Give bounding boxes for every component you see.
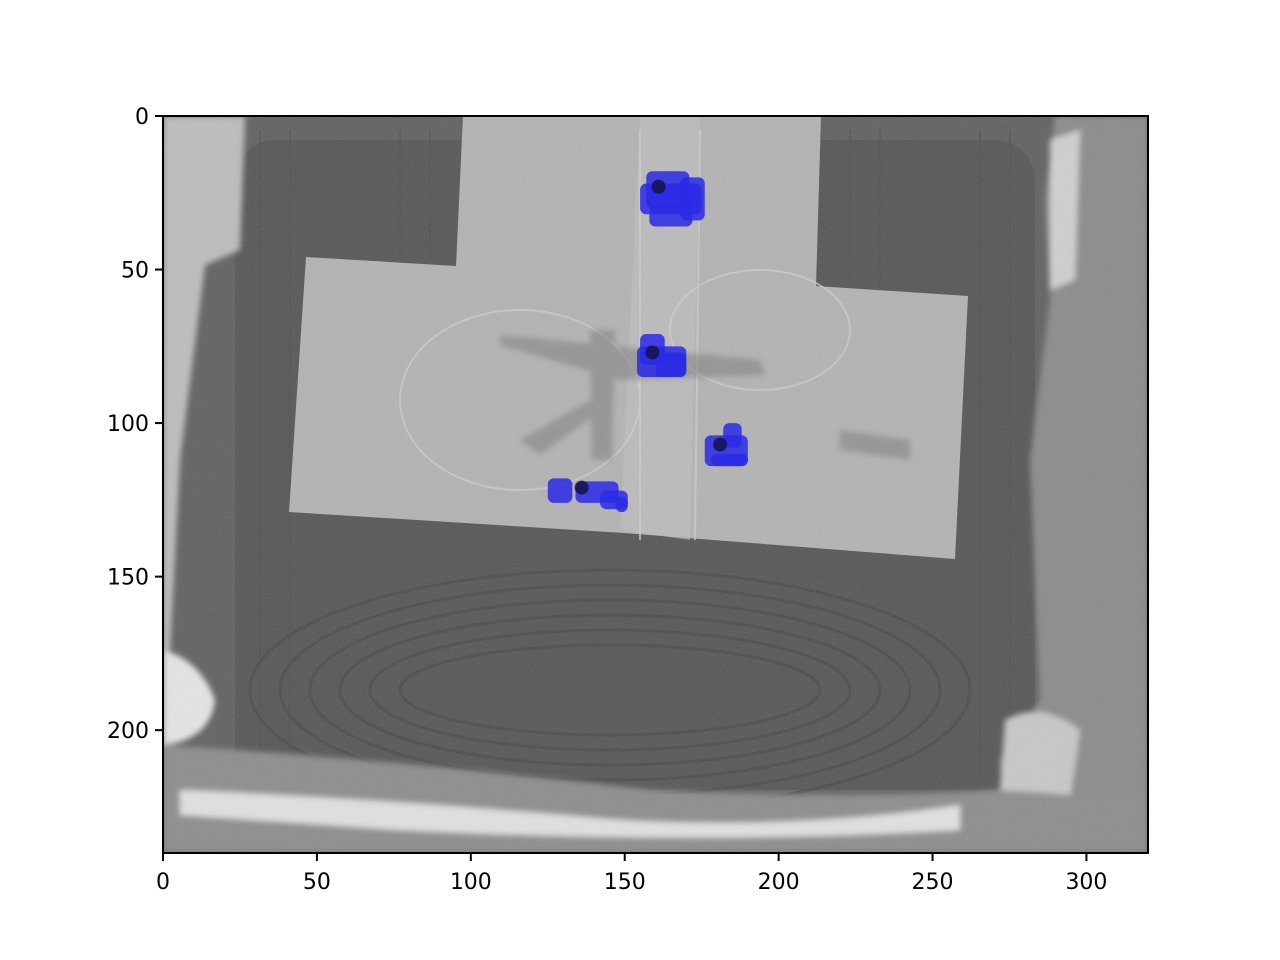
detections-layer [547, 171, 748, 513]
detection-1 [640, 171, 705, 227]
y-tick-label: 0 [135, 105, 149, 130]
x-tick-label: 200 [758, 870, 800, 895]
x-tick-label: 100 [450, 870, 492, 895]
axes-frame [162, 115, 1149, 854]
x-tick-label: 300 [1065, 870, 1107, 895]
detection-4 [547, 478, 628, 513]
y-tick-label: 150 [107, 566, 149, 591]
detection-2 [637, 334, 687, 378]
satellite-image [163, 116, 1148, 853]
y-axis: 0 50 100 150 200 [107, 105, 163, 744]
x-tick-label: 0 [156, 870, 170, 895]
y-tick-label: 50 [121, 259, 149, 284]
y-tick-label: 100 [107, 412, 149, 437]
detection-3 [704, 423, 748, 467]
x-tick-label: 50 [303, 870, 331, 895]
x-axis: 0 50 100 150 200 250 300 [156, 853, 1107, 895]
x-tick-label: 150 [604, 870, 646, 895]
y-tick-label: 200 [107, 719, 149, 744]
x-tick-label: 250 [912, 870, 954, 895]
